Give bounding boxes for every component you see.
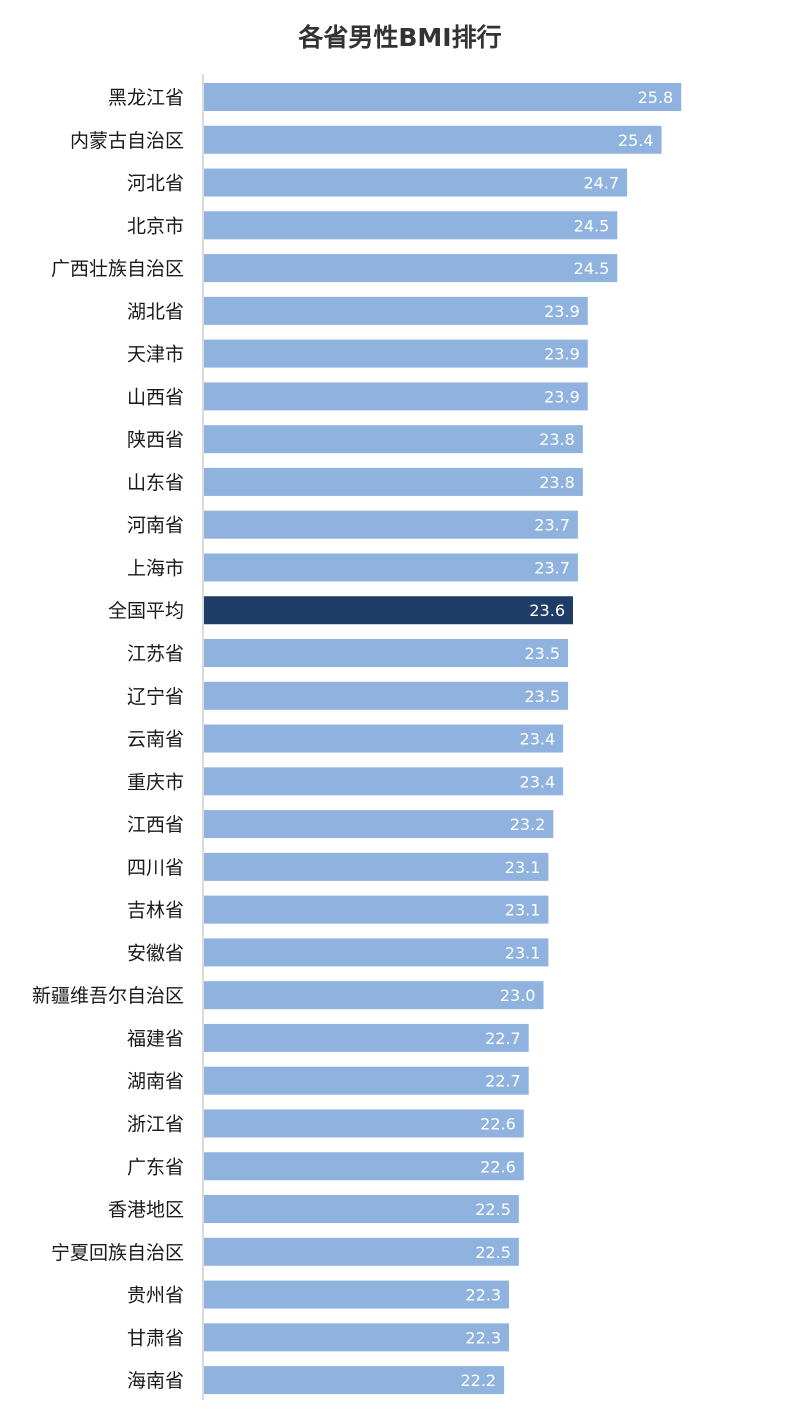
value-label: 23.4: [520, 772, 556, 791]
category-label: 内蒙古自治区: [70, 130, 184, 152]
category-label: 河北省: [127, 173, 184, 195]
value-label: 22.5: [475, 1243, 511, 1262]
value-label: 22.7: [485, 1072, 521, 1091]
category-label: 辽宁省: [127, 686, 184, 708]
category-label: 上海市: [127, 557, 184, 579]
category-label: 吉林省: [127, 900, 184, 922]
value-label: 23.8: [539, 430, 575, 449]
category-label: 重庆市: [127, 771, 184, 793]
category-label: 广西壮族自治区: [51, 258, 184, 280]
bar-6: [204, 339, 588, 368]
bar-18: [204, 852, 549, 881]
value-label: 24.7: [583, 174, 619, 193]
bar-29: [204, 1323, 510, 1352]
category-label: 安徽省: [127, 942, 184, 964]
bar-15: [204, 724, 564, 753]
bar-14: [204, 681, 569, 710]
bar-26: [204, 1195, 519, 1224]
chart-title: 各省男性BMI排行: [298, 23, 502, 52]
value-label: 23.1: [505, 858, 541, 877]
value-label: 25.4: [618, 131, 654, 150]
value-label: 22.6: [480, 1114, 516, 1133]
value-label: 23.5: [524, 687, 560, 706]
bar-17: [204, 810, 554, 839]
value-label: 22.3: [465, 1286, 501, 1305]
value-label: 23.7: [534, 516, 570, 535]
bar-28: [204, 1280, 510, 1309]
value-label: 24.5: [574, 216, 610, 235]
category-label: 山西省: [127, 386, 184, 408]
category-label: 福建省: [127, 1028, 184, 1050]
category-label: 海南省: [127, 1370, 184, 1392]
value-label: 23.1: [505, 901, 541, 920]
value-label: 23.2: [510, 815, 546, 834]
category-label: 香港地区: [108, 1199, 184, 1221]
value-label: 23.0: [500, 986, 536, 1005]
value-label: 22.5: [475, 1200, 511, 1219]
bar-8: [204, 425, 583, 454]
category-label: 江西省: [127, 814, 184, 836]
category-label: 山东省: [127, 472, 184, 494]
category-label: 宁夏回族自治区: [51, 1242, 184, 1264]
bar-10: [204, 510, 578, 539]
value-label: 22.7: [485, 1029, 521, 1048]
bar-1: [204, 125, 662, 154]
category-label: 江苏省: [127, 643, 184, 665]
category-label: 陕西省: [127, 429, 184, 451]
value-label: 23.9: [544, 302, 580, 321]
bar-20: [204, 938, 549, 967]
category-label: 浙江省: [127, 1113, 184, 1135]
category-label: 河南省: [127, 515, 184, 537]
bar-24: [204, 1109, 524, 1138]
value-label: 23.9: [544, 345, 580, 364]
category-label: 四川省: [127, 857, 184, 879]
value-label: 23.1: [505, 943, 541, 962]
value-label: 23.5: [524, 644, 560, 663]
value-label: 23.9: [544, 387, 580, 406]
category-label: 湖北省: [127, 301, 184, 323]
category-label: 天津市: [127, 344, 184, 366]
bar-4: [204, 254, 618, 283]
category-label: 黑龙江省: [108, 87, 184, 109]
value-label: 23.6: [529, 601, 565, 620]
bar-25: [204, 1152, 524, 1181]
bar-19: [204, 895, 549, 924]
bar-11: [204, 553, 578, 582]
bar-22: [204, 1023, 529, 1052]
bar-13: [204, 639, 569, 668]
bar-23: [204, 1066, 529, 1095]
bar-2: [204, 168, 628, 197]
category-label: 贵州省: [127, 1285, 184, 1307]
value-label: 22.6: [480, 1157, 516, 1176]
value-label: 23.8: [539, 473, 575, 492]
category-label: 北京市: [127, 215, 184, 237]
bar-21: [204, 981, 544, 1010]
bar-5: [204, 296, 588, 325]
value-label: 24.5: [574, 259, 610, 278]
category-label: 甘肃省: [127, 1327, 184, 1349]
bar-12: [204, 596, 573, 625]
bar-7: [204, 382, 588, 411]
value-label: 23.4: [520, 730, 556, 749]
bar-27: [204, 1237, 519, 1266]
category-label: 云南省: [127, 729, 184, 751]
value-label: 22.2: [460, 1371, 496, 1390]
value-label: 23.7: [534, 558, 570, 577]
value-label: 22.3: [465, 1328, 501, 1347]
category-label: 全国平均: [108, 600, 184, 622]
bar-16: [204, 767, 564, 796]
bar-3: [204, 211, 618, 240]
value-label: 25.8: [638, 88, 674, 107]
bar-30: [204, 1366, 505, 1395]
category-label: 广东省: [127, 1156, 184, 1178]
bar-9: [204, 467, 583, 496]
category-label: 新疆维吾尔自治区: [32, 985, 184, 1007]
bar-0: [204, 83, 682, 111]
category-label: 湖南省: [127, 1071, 184, 1093]
